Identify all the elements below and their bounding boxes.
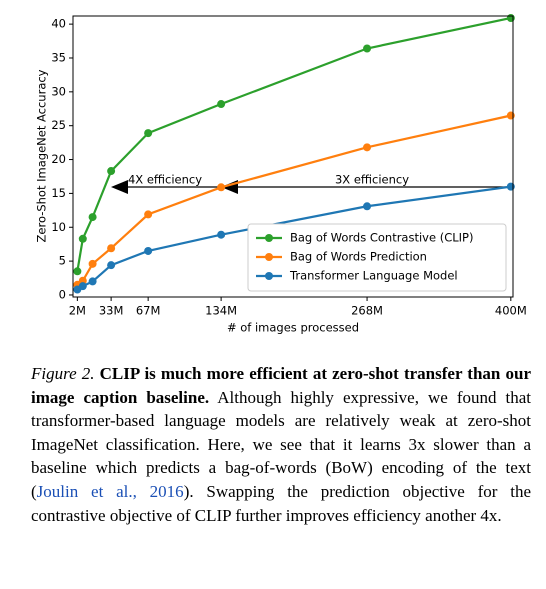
legend-label: Bag of Words Contrastive (CLIP) — [290, 231, 473, 245]
legend-label: Bag of Words Prediction — [290, 250, 427, 264]
legend-marker — [265, 234, 273, 242]
y-tick-label: 40 — [51, 17, 66, 31]
point — [217, 230, 226, 239]
point — [217, 183, 226, 192]
x-tick-label: 268M — [351, 304, 383, 318]
chart: Zero-Shot ImageNet Accuracy # of images … — [35, 14, 527, 335]
y-axis-label: Zero-Shot ImageNet Accuracy — [35, 69, 49, 242]
x-tick-label: 2M — [69, 304, 86, 318]
point — [78, 282, 87, 291]
caption-headline: CLIP is much more efficient at zero-shot… — [31, 364, 531, 407]
y-tick-label: 20 — [51, 152, 66, 166]
x-tick-label: 400M — [495, 304, 527, 318]
caption: Figure 2. CLIP is much more efficient at… — [31, 362, 531, 527]
point — [144, 129, 153, 138]
citation: Joulin et al., 2016 — [36, 481, 184, 501]
point — [506, 111, 515, 120]
point — [363, 44, 372, 53]
point — [88, 259, 97, 268]
point — [217, 100, 226, 109]
x-tick-label: 33M — [99, 304, 124, 318]
point — [144, 210, 153, 219]
point — [88, 277, 97, 286]
caption-label: Figure 2. — [31, 364, 95, 383]
x-tick-label: 67M — [136, 304, 161, 318]
x-tick-label: 134M — [205, 304, 237, 318]
y-tick-label: 5 — [59, 254, 66, 268]
legend-label: Transformer Language Model — [289, 269, 458, 283]
y-tick-label: 35 — [51, 50, 66, 64]
arrow-head — [111, 180, 128, 194]
y-tick-label: 15 — [51, 186, 66, 200]
y-tick-label: 25 — [51, 118, 66, 132]
plot-frame — [72, 15, 514, 298]
caption-body: Although highly expressive, we found tha… — [31, 387, 531, 501]
point — [107, 244, 116, 253]
point — [88, 213, 97, 222]
x-axis-label: # of images processed — [227, 321, 359, 335]
annotation: 3X efficiency — [335, 173, 409, 187]
legend-marker — [265, 272, 273, 280]
y-tick-label: 0 — [59, 287, 66, 301]
caption-body: ). Swapping the prediction objective for… — [31, 481, 531, 525]
point — [107, 167, 116, 176]
y-tick-label: 10 — [51, 220, 66, 234]
y-tick-label: 30 — [51, 84, 66, 98]
point — [363, 143, 372, 152]
annotation: 4X efficiency — [128, 173, 202, 187]
point — [363, 202, 372, 211]
point — [506, 182, 515, 191]
point — [78, 234, 87, 243]
legend-box — [247, 223, 507, 292]
point — [144, 246, 153, 255]
legend-marker — [265, 253, 273, 261]
point — [73, 267, 82, 276]
point — [107, 261, 116, 270]
point — [506, 14, 515, 23]
